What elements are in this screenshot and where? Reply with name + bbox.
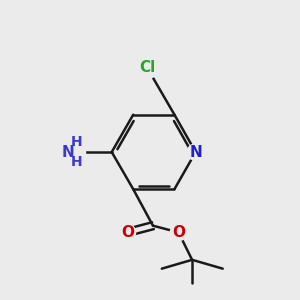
Text: N: N	[62, 145, 75, 160]
Text: O: O	[121, 225, 134, 240]
Circle shape	[119, 224, 136, 241]
Text: N: N	[189, 145, 202, 160]
Text: Cl: Cl	[139, 60, 155, 75]
Text: H: H	[71, 135, 82, 149]
Circle shape	[57, 138, 86, 166]
Circle shape	[188, 144, 204, 160]
Text: O: O	[172, 225, 185, 240]
Circle shape	[170, 224, 187, 241]
Circle shape	[136, 56, 158, 79]
Text: H: H	[71, 155, 82, 169]
